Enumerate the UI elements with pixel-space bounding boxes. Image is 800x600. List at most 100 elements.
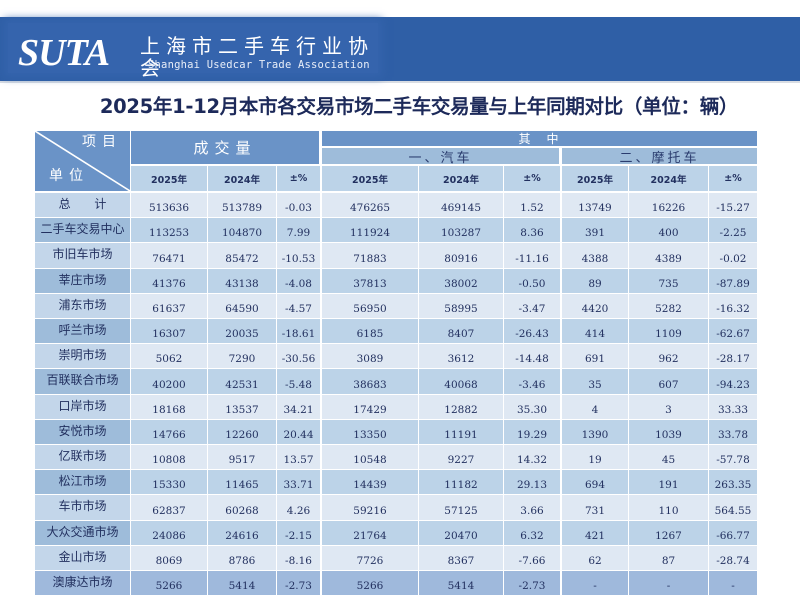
table-cell: 564.55 [709, 495, 757, 520]
table-cell: 694 [562, 470, 628, 494]
table-cell: 12882 [419, 395, 503, 419]
table-cell: 113253 [131, 218, 207, 242]
banner-logo-block: SUTA 上海市二手车行业协会 Shanghai Usedcar Trade A… [8, 23, 378, 79]
table-cell: 6185 [322, 319, 418, 343]
row-label: 莘庄市场 [35, 269, 130, 293]
table-cell: 1039 [629, 420, 708, 444]
table-cell: 61637 [131, 294, 207, 318]
table-cell: 59216 [322, 495, 418, 520]
org-name-cn: 上海市二手车行业协会 [140, 34, 374, 80]
table-cell: 1.52 [504, 193, 560, 217]
row-label: 金山市场 [35, 546, 130, 570]
table-cell: 1109 [629, 319, 708, 343]
table-cell: -14.48 [504, 344, 560, 368]
column-header: 2024年 [629, 166, 708, 191]
table-cell: 513789 [208, 193, 276, 217]
table-cell: 6.32 [504, 521, 560, 545]
table-cell: 962 [629, 344, 708, 368]
table-cell: 76471 [131, 243, 207, 268]
row-label: 崇明市场 [35, 344, 130, 368]
table-cell: -2.73 [504, 571, 560, 595]
table-cell: 35.30 [504, 395, 560, 419]
table-cell: 19.29 [504, 420, 560, 444]
table-cell: 16226 [629, 193, 708, 217]
table-cell: 3.66 [504, 495, 560, 520]
table-cell: 513636 [131, 193, 207, 217]
row-label: 浦东市场 [35, 294, 130, 318]
table-cell: -5.48 [277, 369, 320, 394]
column-header: 2025年 [322, 166, 418, 191]
table-cell: 62 [562, 546, 628, 570]
table-cell: 89 [562, 269, 628, 293]
row-label: 车市市场 [35, 495, 130, 520]
table-cell: -18.61 [277, 319, 320, 343]
suta-logo: SUTA [18, 32, 110, 74]
table-cell: 19 [562, 445, 628, 469]
table-cell: 64590 [208, 294, 276, 318]
table-cell: -10.53 [277, 243, 320, 268]
table-cell: -66.77 [709, 521, 757, 545]
row-label: 澳康达市场 [35, 571, 130, 595]
table-cell: -16.32 [709, 294, 757, 318]
table-cell: -0.50 [504, 269, 560, 293]
table-cell: 15330 [131, 470, 207, 494]
table-cell: 104870 [208, 218, 276, 242]
row-label: 口岸市场 [35, 395, 130, 419]
table-cell: -2.15 [277, 521, 320, 545]
table-cell: 43138 [208, 269, 276, 293]
table-cell: 9227 [419, 445, 503, 469]
table-cell: 3612 [419, 344, 503, 368]
table-cell: -28.74 [709, 546, 757, 570]
table-cell: 8.36 [504, 218, 560, 242]
table-cell: 58995 [419, 294, 503, 318]
table-cell: 4389 [629, 243, 708, 268]
column-header: 2025年 [131, 166, 207, 191]
header-banner: SUTA 上海市二手车行业协会 Shanghai Usedcar Trade A… [0, 17, 800, 83]
diagonal-divider-icon [35, 131, 130, 191]
table-cell: 8069 [131, 546, 207, 570]
table-cell: 607 [629, 369, 708, 394]
table-cell: 8367 [419, 546, 503, 570]
table-cell: 57125 [419, 495, 503, 520]
table-cell: 40068 [419, 369, 503, 394]
group-header-cars: 一、汽车 [322, 148, 559, 166]
table-cell: -2.25 [709, 218, 757, 242]
org-name-en: Shanghai Usedcar Trade Association [148, 59, 370, 71]
corner-label-unit: 单位 [49, 168, 89, 184]
table-cell: 7726 [322, 546, 418, 570]
row-label: 松江市场 [35, 470, 130, 494]
table-cell: - [629, 571, 708, 595]
table-cell: 14439 [322, 470, 418, 494]
table-cell: 38002 [419, 269, 503, 293]
column-header: ±% [504, 166, 560, 191]
table-cell: 12260 [208, 420, 276, 444]
table-cell: 110 [629, 495, 708, 520]
table-cell: 3 [629, 395, 708, 419]
corner-label-item: 项目 [82, 134, 122, 150]
table-cell: 3089 [322, 344, 418, 368]
table-cell: 469145 [419, 193, 503, 217]
table-cell: 5266 [322, 571, 418, 595]
table-cell: 16307 [131, 319, 207, 343]
column-header: 2024年 [208, 166, 276, 191]
table-cell: -3.47 [504, 294, 560, 318]
table-cell: 56950 [322, 294, 418, 318]
table-cell: 24086 [131, 521, 207, 545]
column-header: ±% [277, 166, 320, 191]
table-cell: -7.66 [504, 546, 560, 570]
table-cell: 24616 [208, 521, 276, 545]
table-cell: 13749 [562, 193, 628, 217]
row-label: 亿联市场 [35, 445, 130, 469]
column-header: 2025年 [562, 166, 628, 191]
table-cell: 34.21 [277, 395, 320, 419]
table-cell: 263.35 [709, 470, 757, 494]
table-cell: 111924 [322, 218, 418, 242]
table-cell: 40200 [131, 369, 207, 394]
table-cell: 87 [629, 546, 708, 570]
table-cell: 5282 [629, 294, 708, 318]
table-cell: 4 [562, 395, 628, 419]
table-cell: 5062 [131, 344, 207, 368]
table-cell: -3.46 [504, 369, 560, 394]
row-label: 安悦市场 [35, 420, 130, 444]
table-cell: 71883 [322, 243, 418, 268]
